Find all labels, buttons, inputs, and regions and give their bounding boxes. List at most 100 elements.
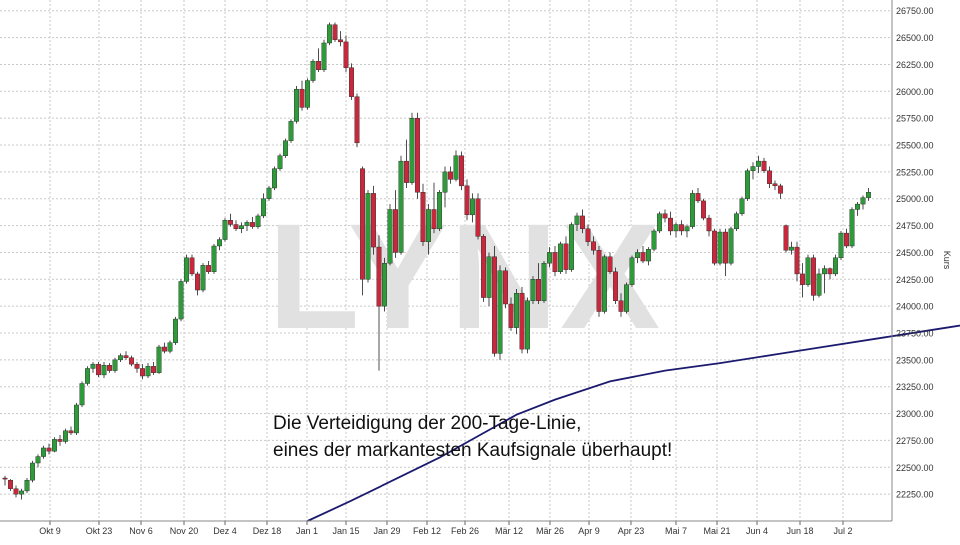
candle xyxy=(107,363,111,373)
candle xyxy=(102,362,106,378)
candle-body xyxy=(514,293,518,327)
candle-body xyxy=(267,188,271,199)
candle xyxy=(795,242,799,282)
x-tick-label: Dez 18 xyxy=(253,526,282,536)
candle xyxy=(685,225,689,238)
x-tick-label: Nov 6 xyxy=(129,526,153,536)
candle xyxy=(668,212,672,236)
candle xyxy=(657,212,661,233)
candle xyxy=(322,40,326,72)
candle-body xyxy=(432,209,436,228)
candle xyxy=(531,276,535,304)
candle xyxy=(124,351,128,360)
candle xyxy=(195,272,199,296)
candle-body xyxy=(652,231,656,249)
candle xyxy=(52,437,56,452)
candle xyxy=(707,215,711,236)
candle-body xyxy=(102,365,106,375)
candle-body xyxy=(69,431,73,433)
candle-body xyxy=(745,171,749,199)
candle xyxy=(327,23,331,46)
candle-body xyxy=(426,209,430,241)
candle-body xyxy=(19,491,23,494)
candle-body xyxy=(679,225,683,231)
candle-body xyxy=(437,192,441,229)
candle xyxy=(778,184,782,199)
candle-body xyxy=(459,156,463,186)
y-tick-label: 23750.00 xyxy=(896,329,934,339)
candle xyxy=(751,162,755,179)
candle-body xyxy=(305,81,309,108)
y-tick-label: 22250.00 xyxy=(896,490,934,500)
candle xyxy=(696,188,700,203)
candle xyxy=(844,229,848,248)
candle xyxy=(228,214,232,227)
candle-body xyxy=(25,480,29,491)
candle-body xyxy=(470,199,474,215)
candle-body xyxy=(410,118,414,182)
candle xyxy=(602,255,606,314)
candle xyxy=(652,229,656,252)
candle xyxy=(212,244,216,274)
x-tick-label: Mär 26 xyxy=(536,526,564,536)
candle-body xyxy=(168,343,172,352)
candle xyxy=(360,167,364,296)
candle-body xyxy=(239,226,243,229)
candle-body xyxy=(124,356,128,358)
candle xyxy=(701,199,705,220)
candle xyxy=(740,197,744,216)
candle xyxy=(415,113,419,199)
candle-body xyxy=(272,169,276,188)
candle xyxy=(118,353,122,362)
candle-body xyxy=(762,161,766,171)
candle-body xyxy=(844,233,848,246)
candle-body xyxy=(338,40,342,42)
candle-body xyxy=(624,285,628,312)
candle xyxy=(256,214,260,229)
candle xyxy=(179,279,183,321)
candle-body xyxy=(294,89,298,121)
candle xyxy=(30,461,34,482)
candle xyxy=(866,188,870,201)
x-tick-label: Okt 9 xyxy=(39,526,61,536)
candle xyxy=(223,218,227,242)
candle xyxy=(245,220,249,231)
candle xyxy=(404,140,408,188)
candle-body xyxy=(36,457,40,463)
candle-body xyxy=(723,232,727,263)
candle xyxy=(234,220,238,231)
candle xyxy=(344,35,348,72)
candle-body xyxy=(245,222,249,225)
candle xyxy=(91,362,95,373)
candle-body xyxy=(415,118,419,192)
candle xyxy=(399,156,403,255)
y-tick-label: 24500.00 xyxy=(896,248,934,258)
candle-body xyxy=(322,43,326,70)
y-tick-label: 26750.00 xyxy=(896,6,934,16)
candle-body xyxy=(261,199,265,216)
candle xyxy=(349,63,353,100)
candle-body xyxy=(839,233,843,258)
candle xyxy=(250,217,254,229)
candle xyxy=(723,229,727,276)
candle-body xyxy=(74,405,78,433)
candle-body xyxy=(668,218,672,231)
candle-body xyxy=(52,439,56,451)
candle-body xyxy=(657,214,661,231)
y-tick-label: 24250.00 xyxy=(896,275,934,285)
y-tick-label: 25250.00 xyxy=(896,167,934,177)
candle-body xyxy=(476,199,480,237)
candle xyxy=(355,93,359,147)
candle-body xyxy=(355,97,359,143)
candle xyxy=(558,242,562,274)
candle xyxy=(371,186,375,255)
candle xyxy=(294,86,298,124)
candle-body xyxy=(388,209,392,263)
candle-body xyxy=(190,258,194,274)
candle xyxy=(839,231,843,260)
candle-body xyxy=(569,225,573,270)
candle-body xyxy=(96,364,100,375)
candle-body xyxy=(157,347,161,373)
candle-body xyxy=(179,281,183,319)
candle xyxy=(305,78,309,109)
